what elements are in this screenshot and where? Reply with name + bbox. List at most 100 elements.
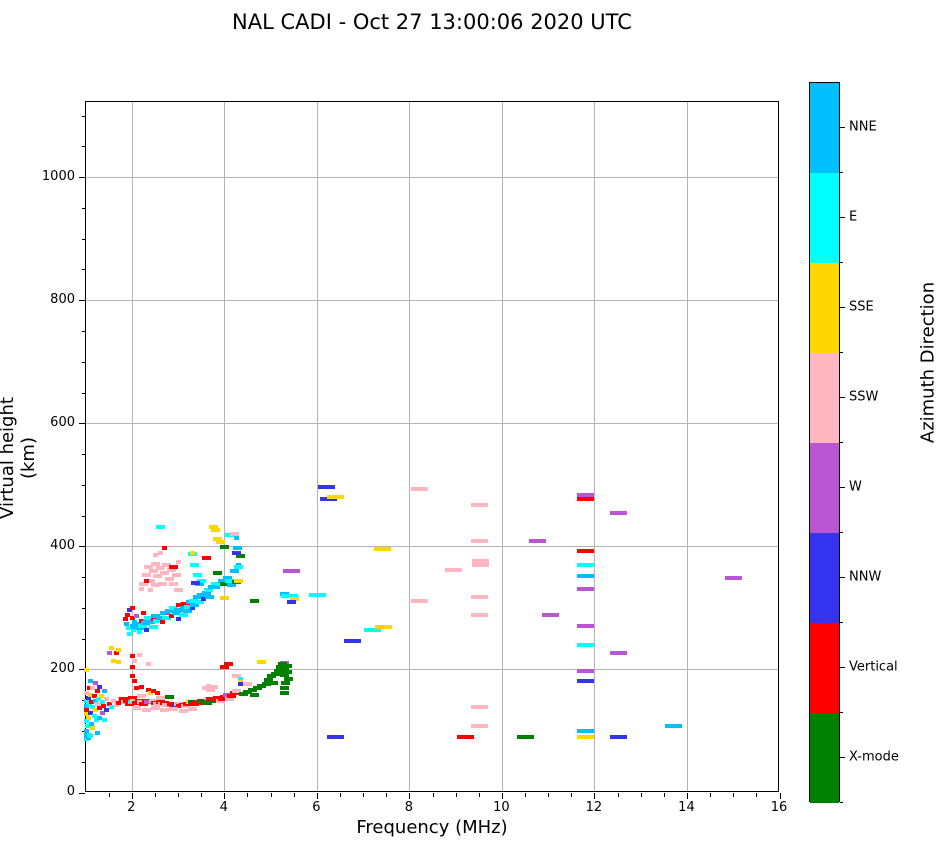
echo-point <box>229 569 239 574</box>
echo-point <box>577 679 595 683</box>
colorbar-boundary-tick <box>840 261 843 263</box>
echo-point <box>471 559 489 564</box>
echo-point <box>179 606 189 611</box>
echo-point <box>220 581 230 586</box>
echo-point <box>169 707 179 712</box>
colorbar-boundary-tick <box>840 441 843 443</box>
echo-point <box>83 712 89 717</box>
echo-point <box>577 497 595 502</box>
echo-point <box>278 661 288 666</box>
echo-point <box>174 587 184 592</box>
colorbar-tick <box>840 306 845 308</box>
echo-point <box>190 603 200 608</box>
echo-point <box>238 677 244 682</box>
echo-point <box>169 613 175 618</box>
echo-point <box>106 650 112 655</box>
echo-point <box>90 686 96 691</box>
echo-point <box>159 619 165 624</box>
echo-point <box>136 629 142 634</box>
echo-point <box>231 674 241 679</box>
echo-point <box>283 568 301 573</box>
echo-point <box>217 578 227 583</box>
echo-point <box>99 699 105 704</box>
colorbar-tick <box>840 486 845 488</box>
echo-point <box>143 564 153 569</box>
echo-point <box>104 697 110 702</box>
x-major-tick <box>501 793 503 799</box>
colorbar-tick <box>840 216 845 218</box>
echo-point <box>111 658 117 663</box>
echo-point <box>85 695 91 700</box>
echo-point <box>252 685 262 690</box>
x-minor-tick <box>247 793 249 797</box>
echo-point <box>115 647 121 652</box>
echo-point <box>87 703 93 707</box>
echo-point <box>192 595 202 600</box>
x-minor-tick <box>432 793 434 797</box>
echo-point <box>134 686 140 691</box>
echo-point <box>266 674 276 679</box>
echo-point <box>88 679 94 683</box>
echo-point <box>234 579 244 584</box>
echo-point <box>373 547 391 552</box>
echo-point <box>126 626 132 631</box>
echo-point <box>191 581 201 586</box>
gridline-y <box>86 423 778 425</box>
echo-point <box>111 698 117 703</box>
echo-point <box>261 682 271 687</box>
echo-point <box>132 706 142 711</box>
colorbar-title: Azimuth Direction <box>917 281 939 444</box>
echo-point <box>92 698 98 703</box>
echo-point <box>85 723 91 728</box>
x-tick-label: 10 <box>493 800 510 815</box>
echo-point <box>188 599 198 604</box>
echo-point <box>139 581 149 586</box>
echo-point <box>85 715 91 720</box>
echo-point <box>410 599 428 604</box>
y-minor-tick <box>81 761 85 763</box>
echo-point <box>133 622 143 627</box>
echo-point <box>102 689 107 694</box>
echo-point <box>374 624 392 629</box>
echo-point <box>171 610 181 615</box>
colorbar-label: X-mode <box>849 749 899 765</box>
echo-point <box>162 615 172 620</box>
echo-point <box>282 664 292 669</box>
x-minor-tick <box>386 793 388 797</box>
echo-point <box>139 586 145 591</box>
echo-point <box>167 568 177 573</box>
echo-point <box>153 618 163 623</box>
echo-point <box>215 539 225 544</box>
echo-point <box>83 729 89 734</box>
colorbar-boundary-tick <box>840 171 843 173</box>
x-minor-tick <box>108 793 110 797</box>
echo-point <box>92 707 98 712</box>
x-tick-label: 6 <box>312 800 321 815</box>
echo-point <box>284 676 294 681</box>
echo-point <box>160 707 170 712</box>
echo-point <box>89 722 95 727</box>
echo-point <box>264 677 274 682</box>
echo-point <box>224 532 234 537</box>
y-minor-tick <box>81 269 85 271</box>
gridline-x <box>501 102 503 791</box>
echo-point <box>97 715 103 720</box>
echo-point <box>222 575 232 580</box>
y-tick-label: 400 <box>50 537 75 553</box>
echo-point <box>176 603 186 608</box>
y-minor-tick <box>81 238 85 240</box>
echo-point <box>517 735 535 739</box>
x-minor-tick <box>478 793 480 797</box>
echo-point <box>279 690 289 695</box>
echo-point <box>211 528 221 533</box>
echo-point <box>281 594 299 599</box>
echo-point <box>88 692 94 697</box>
y-tick-label: 200 <box>50 660 75 676</box>
echo-point <box>233 546 243 551</box>
echo-point <box>164 609 174 614</box>
echo-point <box>222 693 232 698</box>
echo-point <box>208 685 218 690</box>
echo-point <box>141 572 151 577</box>
y-minor-tick <box>81 454 85 456</box>
y-minor-tick <box>81 638 85 640</box>
